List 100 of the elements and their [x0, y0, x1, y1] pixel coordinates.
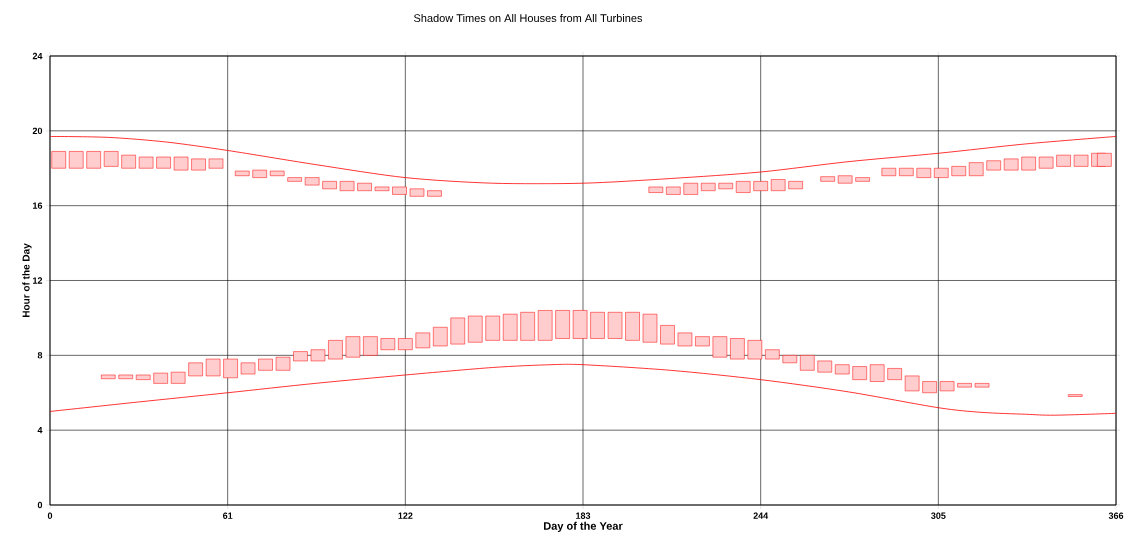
x-tick-label: 61 [223, 512, 233, 519]
bar [86, 151, 101, 169]
bar [380, 338, 396, 350]
bar [572, 310, 588, 339]
bar [666, 186, 681, 195]
bar [817, 360, 832, 373]
bar [922, 381, 937, 393]
bar [322, 181, 337, 190]
x-axis-title: Day of the Year [544, 521, 623, 533]
bar [782, 355, 798, 364]
bar [258, 358, 273, 371]
bar [363, 336, 378, 356]
bar [427, 190, 442, 197]
bar [121, 154, 136, 169]
bar [916, 168, 932, 178]
bar [304, 177, 320, 186]
y-axis-title: Hour of the Day [22, 243, 32, 318]
bar [753, 181, 768, 191]
bar [1003, 158, 1019, 171]
x-tick-label: 366 [1108, 512, 1124, 519]
bar [450, 317, 466, 345]
bar [934, 168, 949, 178]
bar [135, 374, 151, 380]
bar [153, 372, 168, 384]
bar [170, 371, 186, 384]
bar [974, 383, 990, 388]
line-series [50, 136, 1117, 185]
bar [887, 368, 902, 380]
bar [555, 310, 570, 339]
x-tick-label: 305 [931, 512, 946, 519]
bar [765, 349, 780, 360]
bar [392, 186, 407, 195]
y-tick-label: 8 [37, 352, 43, 359]
bar [252, 169, 267, 178]
bar [1038, 156, 1054, 169]
bar [770, 179, 786, 191]
bar [310, 349, 326, 362]
bar [718, 182, 733, 190]
bar [677, 332, 693, 347]
bar [735, 181, 751, 193]
bar [240, 362, 256, 375]
bar [730, 338, 745, 360]
bar [468, 315, 483, 343]
x-tick-label: 122 [398, 512, 413, 519]
bar [788, 181, 803, 190]
bar [138, 156, 154, 169]
bar [235, 170, 250, 176]
chart-title: Shadow Times on All Houses from All Turbines [413, 13, 643, 23]
bar [951, 166, 966, 176]
bar [339, 181, 355, 191]
y-tick-label: 24 [32, 52, 43, 60]
bar [835, 364, 850, 375]
bar [156, 156, 171, 169]
bar [520, 312, 535, 341]
bar [328, 340, 343, 360]
bar [374, 186, 390, 191]
bar [869, 364, 885, 382]
bar [904, 375, 920, 392]
bar [899, 168, 914, 176]
bar [968, 162, 984, 176]
bar [223, 358, 238, 379]
bar [855, 177, 870, 182]
bar [415, 332, 431, 349]
bar [747, 340, 763, 360]
bar [269, 170, 285, 176]
x-tick-label: 0 [47, 512, 53, 519]
bar [409, 188, 425, 197]
bar [537, 310, 553, 341]
bar [837, 175, 853, 184]
bar [293, 351, 308, 362]
bar [648, 186, 664, 193]
bar [173, 156, 189, 171]
bar [118, 374, 133, 379]
y-tick-label: 16 [33, 202, 43, 209]
bar [986, 160, 1001, 171]
y-tick-label: 0 [37, 501, 43, 509]
bar [1021, 156, 1036, 171]
bar [433, 327, 448, 347]
x-tick-label: 183 [576, 512, 591, 519]
bar [275, 356, 291, 371]
bar [820, 176, 835, 182]
bar [208, 158, 224, 169]
bar [345, 336, 361, 358]
bar [398, 338, 413, 350]
bar [683, 182, 699, 195]
line-series [50, 363, 1117, 416]
bar [191, 158, 206, 171]
bar [1056, 154, 1071, 167]
bar [103, 151, 119, 167]
bar [357, 182, 372, 191]
bar [287, 177, 302, 182]
bar [1073, 154, 1089, 167]
bar [939, 381, 955, 392]
bar [701, 182, 716, 191]
bar [188, 362, 203, 377]
x-tick-label: 244 [753, 512, 769, 519]
bar [642, 313, 658, 343]
bar [590, 312, 605, 339]
y-tick-label: 4 [37, 427, 43, 434]
bar [712, 336, 728, 358]
